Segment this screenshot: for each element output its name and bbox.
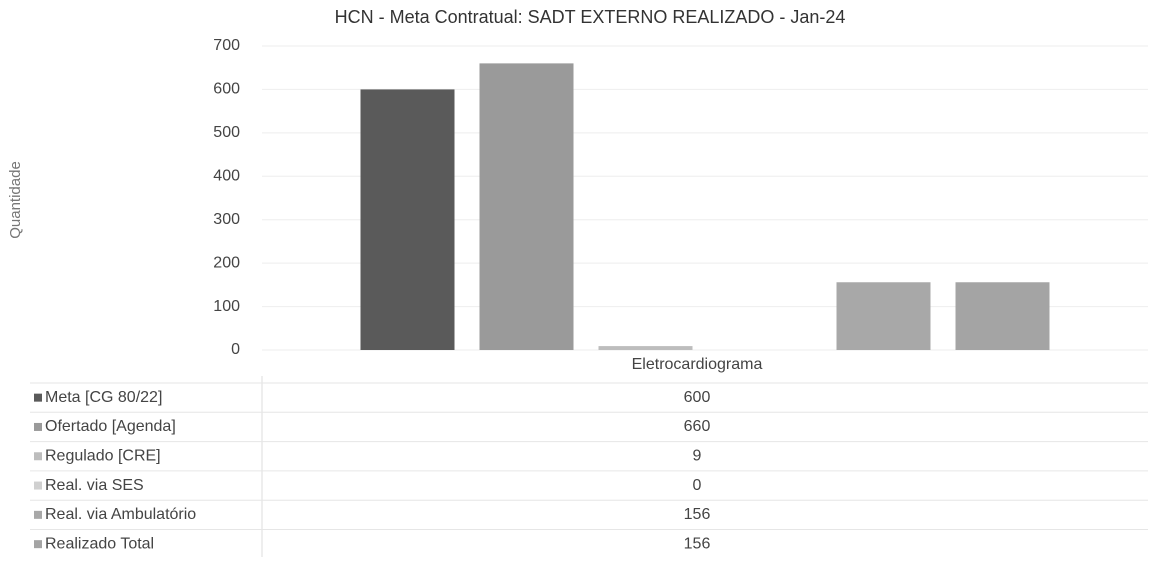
- y-tick-label: 0: [231, 341, 240, 358]
- legend-label: Real. via Ambulatório: [45, 506, 196, 523]
- legend-key: [34, 540, 42, 549]
- legend-label: Realizado Total: [45, 535, 154, 552]
- y-tick-label: 600: [213, 81, 240, 98]
- table-value: 9: [693, 447, 702, 464]
- table-value: 156: [684, 535, 711, 552]
- y-tick-label: 100: [213, 298, 240, 315]
- y-tick-label: 400: [213, 168, 240, 185]
- bar: [598, 346, 693, 350]
- bar: [955, 282, 1050, 350]
- y-tick-label: 300: [213, 211, 240, 228]
- chart-title: HCN - Meta Contratual: SADT EXTERNO REAL…: [335, 7, 846, 27]
- legend-key: [34, 393, 42, 402]
- bar: [479, 63, 574, 350]
- legend-key: [34, 422, 42, 431]
- y-tick-label: 500: [213, 124, 240, 141]
- legend-label: Regulado [CRE]: [45, 447, 161, 464]
- bar: [360, 89, 455, 350]
- y-tick-label: 200: [213, 254, 240, 271]
- bar: [836, 282, 931, 350]
- legend-label: Meta [CG 80/22]: [45, 389, 162, 406]
- legend-label: Real. via SES: [45, 477, 144, 494]
- table-value: 660: [684, 418, 711, 435]
- legend-key: [34, 510, 42, 519]
- y-tick-label: 700: [213, 37, 240, 54]
- table-value: 156: [684, 506, 711, 523]
- table-value: 0: [693, 477, 702, 494]
- legend-key: [34, 481, 42, 490]
- table-value: 600: [684, 389, 711, 406]
- x-tick-label: Eletrocardiograma: [632, 356, 763, 373]
- legend-key: [34, 452, 42, 461]
- legend-label: Ofertado [Agenda]: [45, 418, 176, 435]
- y-axis-label: Quantidade: [7, 161, 24, 239]
